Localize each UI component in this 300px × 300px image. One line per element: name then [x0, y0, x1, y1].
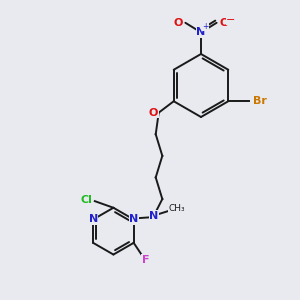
- Text: N: N: [196, 27, 206, 38]
- Text: +: +: [202, 22, 208, 31]
- Text: Br: Br: [253, 96, 267, 106]
- Text: O: O: [173, 18, 183, 28]
- Text: N: N: [149, 211, 158, 220]
- Text: Cl: Cl: [81, 195, 93, 205]
- Text: O: O: [148, 108, 158, 118]
- Text: F: F: [142, 255, 149, 265]
- Text: −: −: [226, 15, 236, 25]
- Text: CH₃: CH₃: [169, 204, 185, 213]
- Text: O: O: [219, 18, 229, 28]
- Text: N: N: [129, 214, 138, 224]
- Text: N: N: [88, 214, 98, 224]
